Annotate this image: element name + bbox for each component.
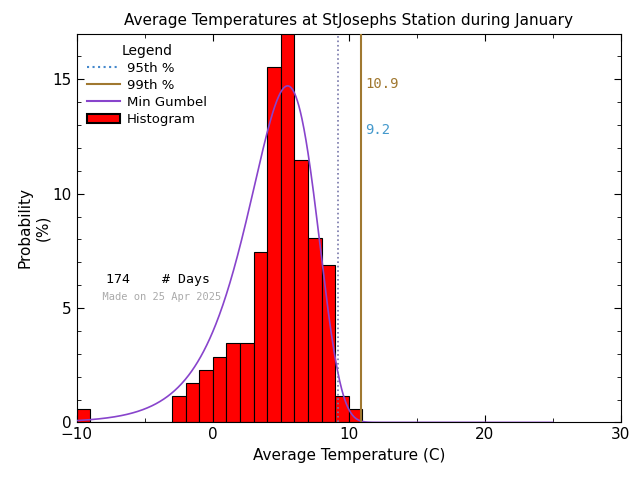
X-axis label: Average Temperature (C): Average Temperature (C) <box>253 448 445 463</box>
Text: Made on 25 Apr 2025: Made on 25 Apr 2025 <box>90 292 221 302</box>
Y-axis label: Probability
(%): Probability (%) <box>17 188 50 268</box>
Title: Average Temperatures at StJosephs Station during January: Average Temperatures at StJosephs Statio… <box>124 13 573 28</box>
Bar <box>212 357 227 422</box>
Bar <box>308 238 322 422</box>
Text: 174    # Days: 174 # Days <box>90 273 211 286</box>
Bar <box>281 28 294 422</box>
Bar <box>240 344 253 422</box>
Bar <box>227 344 240 422</box>
Legend: 95th %, 99th %, Min Gumbel, Histogram: 95th %, 99th %, Min Gumbel, Histogram <box>83 40 211 130</box>
Text: 10.9: 10.9 <box>365 77 399 91</box>
Bar <box>322 264 335 422</box>
Bar <box>335 396 349 422</box>
Bar <box>349 409 362 422</box>
Bar <box>253 252 268 422</box>
Bar <box>186 383 199 422</box>
Bar <box>199 370 212 422</box>
Bar <box>172 396 186 422</box>
Text: 9.2: 9.2 <box>365 123 390 137</box>
Bar <box>268 68 281 422</box>
Bar <box>294 160 308 422</box>
Bar <box>77 409 90 422</box>
